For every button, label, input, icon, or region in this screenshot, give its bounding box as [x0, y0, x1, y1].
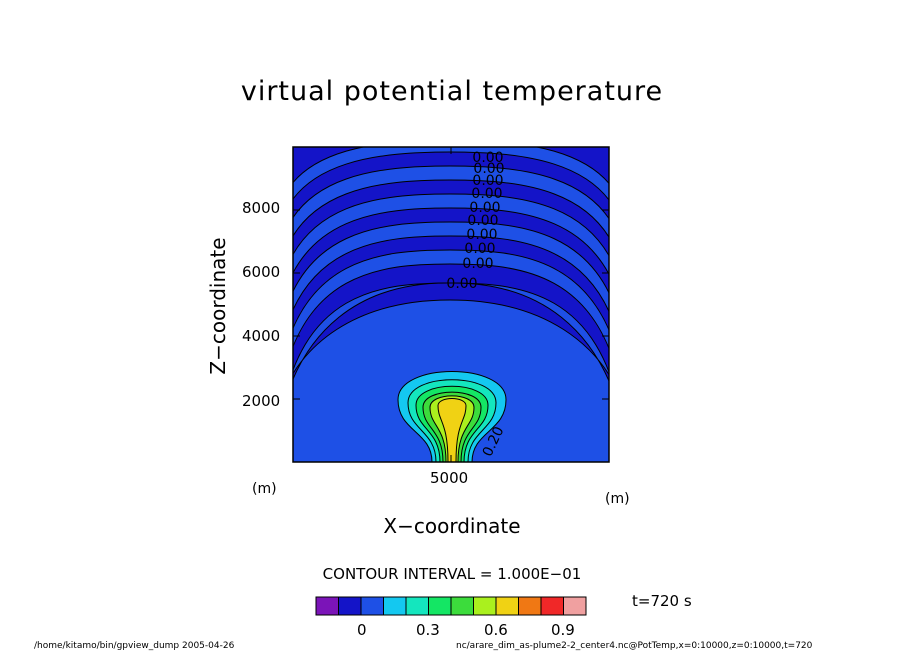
- colorbar-tick-label: 0: [357, 621, 367, 639]
- contour-label: 0.00: [472, 150, 503, 166]
- x-axis-unit: (m): [605, 491, 630, 507]
- colorbar: [315, 596, 587, 616]
- contour-band: [293, 282, 609, 383]
- colorbar-tick-label: 0.9: [551, 621, 575, 639]
- colorbar-tick-label: 0.3: [416, 621, 440, 639]
- contour-bands: [293, 147, 609, 383]
- y-tick-label: 2000: [242, 392, 281, 410]
- colorbar-swatch: [428, 596, 452, 616]
- y-tick-label: 8000: [242, 199, 281, 217]
- colorbar-swatch: [405, 596, 429, 616]
- contour-label: 0.00: [467, 213, 498, 229]
- x-tick-label: 5000: [430, 469, 469, 487]
- footer-command: /home/kitamo/bin/gpview_dump 2005-04-26: [34, 641, 235, 651]
- plume-contour: [437, 397, 467, 462]
- contour-label: 0.00: [466, 227, 497, 243]
- y-tick-label: 4000: [242, 327, 281, 345]
- contour-label: 0.00: [473, 161, 504, 177]
- colorbar-swatch: [383, 596, 407, 616]
- chart-title: virtual potential temperature: [240, 76, 664, 107]
- colorbar-swatch: [540, 596, 564, 616]
- colorbar-swatch: [563, 596, 587, 616]
- contour-label: 0.00: [472, 173, 503, 189]
- contour-label: 0.00: [464, 241, 495, 257]
- colorbar-swatch: [360, 596, 384, 616]
- contour-label: 0.00: [471, 186, 502, 202]
- time-label: t=720 s: [632, 592, 692, 610]
- y-tick-label: 6000: [242, 263, 281, 281]
- contour-label: 0.00: [446, 276, 477, 292]
- plume-contours: [397, 370, 507, 462]
- colorbar-swatch: [495, 596, 519, 616]
- x-axis-label: X−coordinate: [383, 514, 521, 538]
- colorbar-swatch: [450, 596, 474, 616]
- colorbar-swatch: [518, 596, 542, 616]
- colorbar-tick-label: 0.6: [484, 621, 508, 639]
- colorbar-swatch: [315, 596, 339, 616]
- footer-source: nc/arare_dim_as-plume2-2_center4.nc@PotT…: [456, 641, 813, 651]
- axis-ticks: [293, 147, 609, 462]
- contour-label: 0.00: [462, 256, 493, 272]
- colorbar-swatch: [338, 596, 362, 616]
- colorbar-swatch: [473, 596, 497, 616]
- contour-interval-label: CONTOUR INTERVAL = 1.000E−01: [322, 565, 582, 583]
- contour-label: 0.00: [469, 200, 500, 216]
- y-axis-unit: (m): [252, 481, 277, 497]
